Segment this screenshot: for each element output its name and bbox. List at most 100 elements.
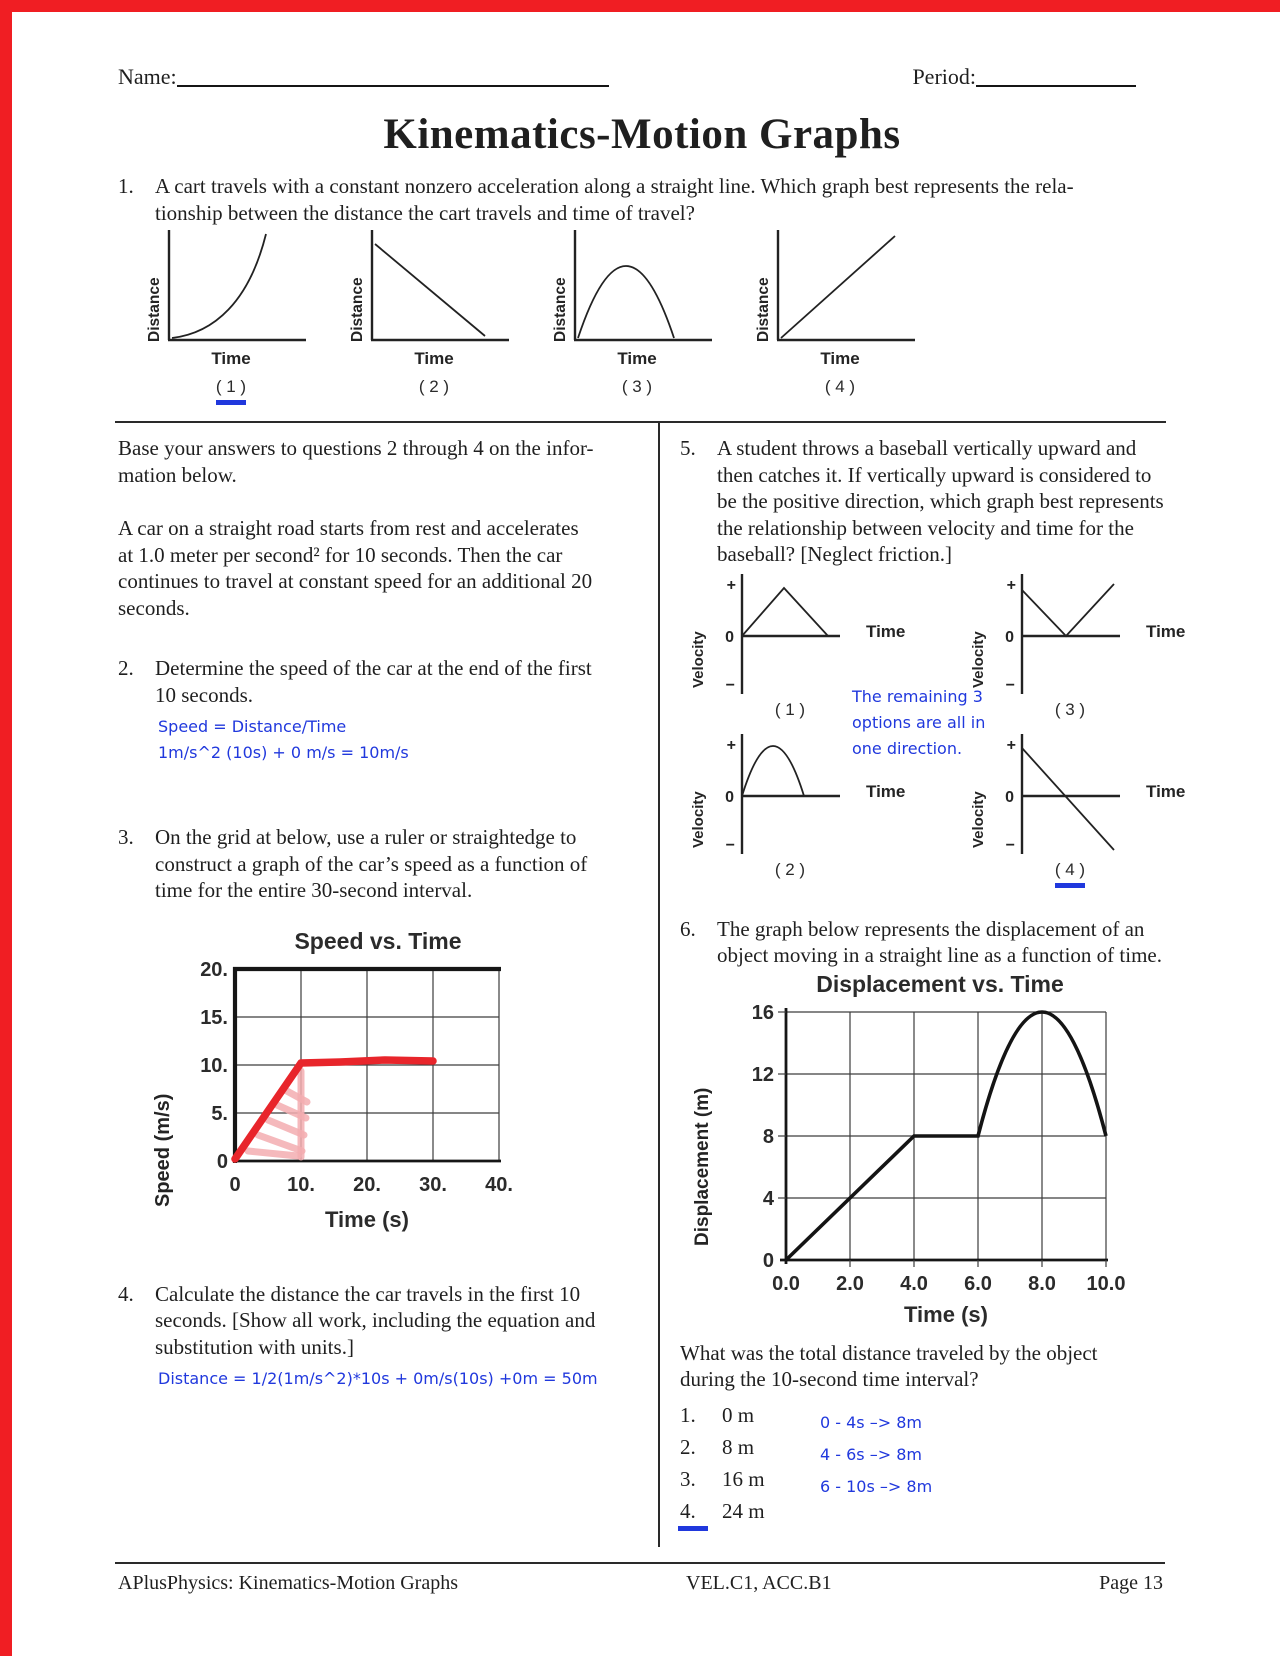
- y-tick-label: 16: [752, 1002, 774, 1024]
- question-1-text: A cart travels with a constant nonzero a…: [155, 174, 1074, 225]
- minus-mark: −: [726, 837, 735, 854]
- header: Name: Period:: [118, 64, 1166, 90]
- question-2-number: 2.: [118, 656, 134, 680]
- y-tick-label: 0: [217, 1151, 228, 1173]
- velocity-time-curve-1: + 0 −: [725, 573, 840, 694]
- scenario-text: A car on a straight road starts from res…: [118, 516, 593, 620]
- question-3-number: 3.: [118, 825, 134, 849]
- x-axis-label: Time: [866, 781, 906, 801]
- x-tick-label: 0: [229, 1174, 240, 1196]
- choice-2: 2. 8 m: [680, 1434, 755, 1459]
- y-axis-label: Distance: [146, 277, 163, 342]
- page-title: Kinematics-Motion Graphs: [383, 111, 901, 158]
- option-label-3: ( 3 ): [621, 377, 653, 396]
- zero-mark: 0: [1005, 629, 1014, 646]
- x-axis-label: Time: [414, 349, 454, 368]
- q6-choices: 0 - 4s –> 8m 4 - 6s –> 8m 6 - 10s –> 8m …: [678, 1399, 1166, 1531]
- question-4-number: 4.: [118, 1281, 134, 1306]
- footer-center: VEL.C1, ACC.B1: [686, 1572, 832, 1594]
- choice-1: 1. 0 m: [680, 1402, 755, 1427]
- speed-time-grid: 20. 15. 10. 5. 0 0 10. 20. 30. 40. Time …: [200, 959, 513, 1232]
- question-3-text: On the grid at below, use a ruler or str…: [155, 825, 588, 902]
- x-tick-label: 0.0: [772, 1273, 800, 1295]
- y-axis-label: Speed (m/s): [152, 1093, 174, 1207]
- x-axis-label: Time: [1146, 621, 1186, 641]
- question-2: 2. Determine the speed of the car at the…: [118, 655, 626, 708]
- velocity-time-curve-3: + 0 −: [1005, 573, 1120, 694]
- chart-title: Speed vs. Time: [294, 927, 462, 954]
- x-axis-label: Time: [617, 349, 657, 368]
- footer: APlusPhysics: Kinematics-Motion Graphs V…: [115, 1562, 1165, 1598]
- y-axis-label: Displacement (m): [692, 1087, 713, 1246]
- y-tick-label: 0: [763, 1250, 774, 1272]
- plus-mark: +: [727, 737, 736, 754]
- y-tick-label: 8: [763, 1126, 774, 1148]
- answer-underline: [678, 1525, 708, 1531]
- question-5-text: A student throws a baseball vertically u…: [717, 436, 1164, 566]
- option-label-2: ( 2 ): [418, 377, 450, 396]
- q5-option-graph-1: Velocity + 0 − Time ( 1 ): [690, 572, 940, 724]
- x-tick-label: 4.0: [900, 1273, 928, 1295]
- plus-mark: +: [1007, 577, 1016, 594]
- handwritten-answer-q6: 0 - 4s –> 8m 4 - 6s –> 8m 6 - 10s –> 8m: [820, 1412, 933, 1496]
- distance-time-curve-3: [573, 230, 712, 342]
- x-tick-label: 40.: [485, 1174, 513, 1196]
- two-column-section: Base your answers to questions 2 through…: [115, 421, 1185, 1561]
- zero-mark: 0: [725, 629, 734, 646]
- q1-option-graph-3: Distance Time ( 3 ): [552, 230, 755, 405]
- x-axis-label: Time: [866, 621, 906, 641]
- y-tick-label: 10.: [200, 1055, 228, 1077]
- handwritten-answer-q2: Speed = Distance/Time 1m/s^2 (10s) + 0 m…: [158, 717, 409, 762]
- speed-time-chart: Speed vs. Time Speed (m/s): [118, 928, 626, 1255]
- page-edge-top: [0, 0, 1280, 12]
- student-drawn-speed-line: [231, 1055, 437, 1163]
- q1-option-graph-1: Distance Time ( 1 ): [146, 230, 349, 405]
- right-column: 5. A student throws a baseball verticall…: [678, 435, 1185, 1531]
- q1-option-graph-2: Distance Time ( 2 ): [349, 230, 552, 405]
- answer-underline: [216, 400, 246, 405]
- x-tick-label: 20.: [353, 1174, 381, 1196]
- page-edge-left: [0, 0, 12, 1656]
- option-label-3: ( 3 ): [1054, 699, 1086, 719]
- chart-title: Displacement vs. Time: [816, 970, 1064, 997]
- y-axis-label: Distance: [552, 277, 569, 342]
- name-blank-line: [176, 85, 609, 87]
- x-axis-label: Time (s): [325, 1207, 409, 1232]
- q5-option-graph-4: Velocity + 0 − Time ( 4 ): [970, 732, 1220, 888]
- velocity-time-curve-2: + 0 −: [725, 733, 840, 854]
- y-axis-label: Velocity: [970, 790, 987, 848]
- minus-mark: −: [1006, 677, 1015, 694]
- x-tick-label: 10.0: [1087, 1273, 1126, 1295]
- column-divider: [658, 421, 660, 1547]
- minus-mark: −: [726, 677, 735, 694]
- x-axis-label: Time: [1146, 781, 1186, 801]
- question-5: 5. A student throws a baseball verticall…: [680, 435, 1166, 568]
- y-tick-label: 15.: [200, 1007, 228, 1029]
- footer-page-number: Page 13: [1099, 1572, 1163, 1594]
- y-axis-label: Velocity: [690, 630, 707, 688]
- y-tick-label: 5.: [211, 1103, 228, 1125]
- y-tick-label: 4: [763, 1188, 775, 1210]
- y-axis-label: Velocity: [970, 630, 987, 688]
- question-6-text: The graph below represents the displacem…: [717, 916, 1162, 968]
- option-label-4: ( 4 ): [824, 377, 856, 396]
- y-axis-label: Distance: [349, 277, 366, 342]
- q5-option-graph-2: Velocity + 0 − Time ( 2 ): [690, 732, 940, 884]
- option-label-1: ( 1 ): [774, 699, 806, 719]
- zero-mark: 0: [1005, 789, 1014, 806]
- q5-graph-options: Velocity + 0 − Time ( 1 ): [680, 572, 1185, 902]
- q1-option-graph-4: Distance Time ( 4 ): [755, 230, 958, 405]
- option-label-2: ( 2 ): [774, 859, 806, 879]
- section-divider: [115, 421, 1166, 423]
- distance-time-curve-1: [167, 230, 306, 342]
- name-label: Name:: [118, 64, 177, 89]
- x-tick-label: 30.: [419, 1174, 447, 1196]
- question-4: 4. Calculate the distance the car travel…: [118, 1281, 626, 1361]
- q1-graph-options: Distance Time ( 1 ) Distance: [146, 230, 1166, 405]
- question-1-number: 1.: [118, 174, 134, 198]
- y-axis-label: Distance: [755, 277, 772, 342]
- x-axis-label: Time (s): [904, 1302, 988, 1327]
- distance-time-curve-2: [370, 230, 509, 342]
- footer-left: APlusPhysics: Kinematics-Motion Graphs: [118, 1572, 458, 1594]
